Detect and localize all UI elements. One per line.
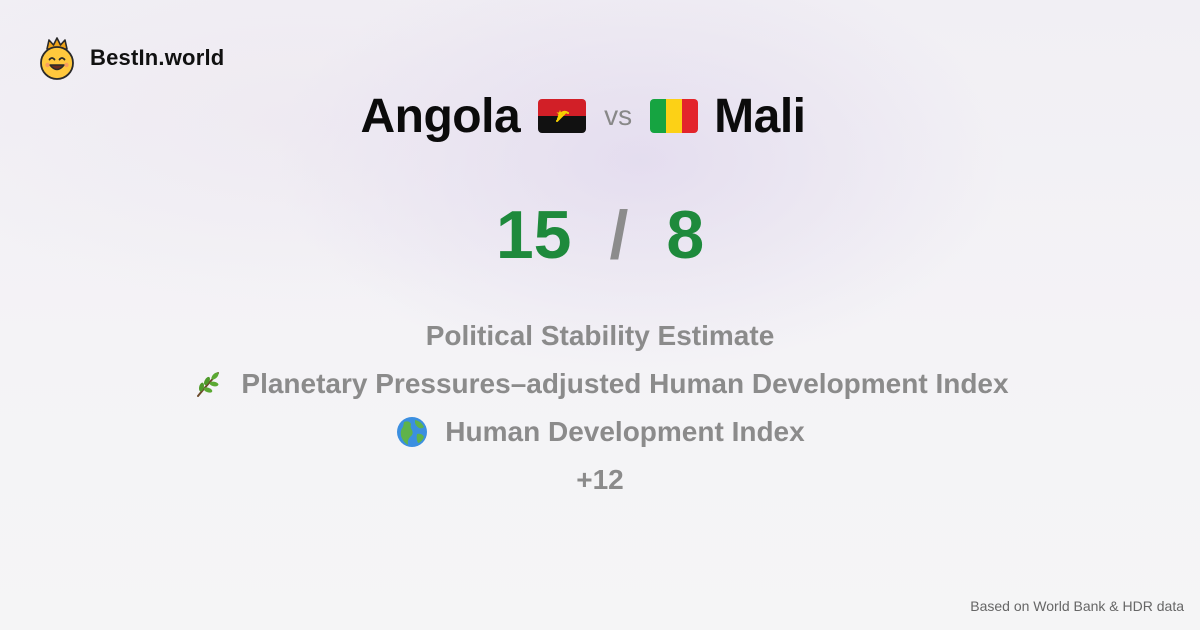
brand[interactable]: BestIn.world bbox=[38, 36, 224, 80]
score-separator: / bbox=[609, 197, 629, 273]
data-source-note: Based on World Bank & HDR data bbox=[970, 598, 1184, 614]
mali-flag-icon bbox=[650, 99, 699, 133]
score-display: 15 / 8 bbox=[0, 190, 1200, 280]
more-count: +12 bbox=[576, 464, 624, 495]
metric-label: Political Stability Estimate bbox=[425, 320, 775, 351]
matchup-heading: Angola vs Mali bbox=[0, 84, 1200, 148]
angola-flag-icon bbox=[538, 99, 587, 133]
globe-icon bbox=[397, 417, 428, 447]
brand-name: BestIn.world bbox=[90, 45, 225, 70]
right-score: 8 bbox=[666, 197, 705, 273]
metric-item: Planetary Pressures–adjusted Human Devel… bbox=[191, 360, 1009, 408]
vs-label: vs bbox=[604, 100, 633, 131]
crowned-smiley-icon bbox=[40, 37, 74, 80]
metric-item: Political Stability Estimate bbox=[426, 312, 775, 360]
metrics-list: Political Stability Estimate Planetary P… bbox=[0, 312, 1200, 504]
metric-label: Planetary Pressures–adjusted Human Devel… bbox=[241, 368, 1009, 399]
metric-item: Human Development Index bbox=[395, 408, 805, 456]
right-country-name: Mali bbox=[714, 89, 806, 143]
herb-icon bbox=[197, 372, 220, 397]
left-score: 15 bbox=[495, 197, 572, 273]
metric-label: Human Development Index bbox=[445, 416, 805, 447]
left-country-name: Angola bbox=[360, 89, 521, 143]
